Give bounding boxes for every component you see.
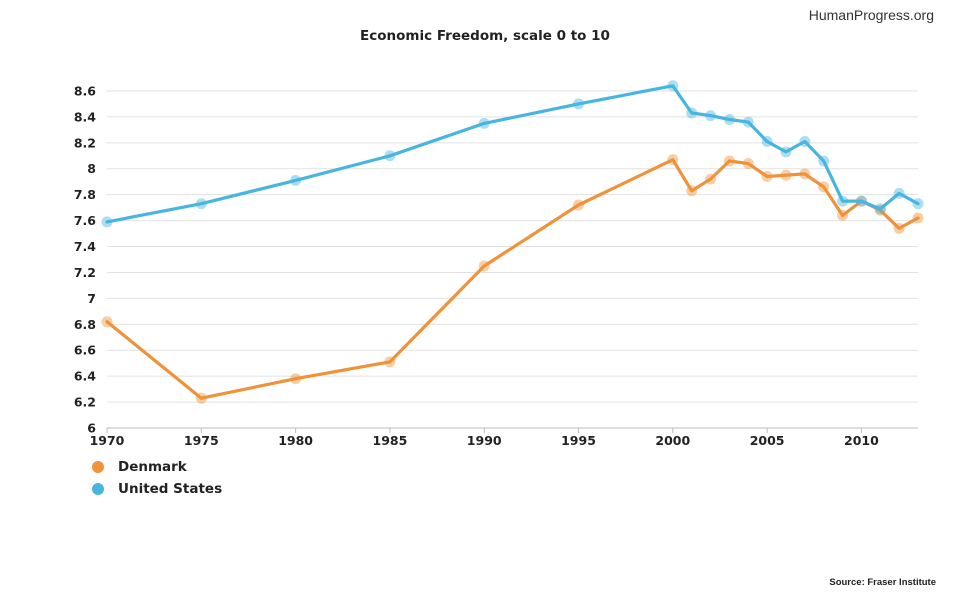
y-tick-label: 6.2 [74, 395, 96, 410]
data-point-united-states[interactable] [742, 116, 754, 128]
data-point-denmark[interactable] [686, 185, 698, 197]
x-tick-label: 1970 [90, 433, 125, 448]
data-point-denmark[interactable] [818, 181, 830, 193]
x-tick-label: 1990 [467, 433, 502, 448]
y-tick-label: 7.4 [74, 239, 96, 254]
data-point-denmark[interactable] [780, 169, 792, 181]
data-point-united-states[interactable] [780, 146, 792, 158]
chart-title: Economic Freedom, scale 0 to 10 [360, 28, 610, 44]
data-point-denmark[interactable] [384, 356, 396, 368]
data-point-united-states[interactable] [912, 198, 924, 210]
data-point-united-states[interactable] [874, 203, 886, 215]
y-tick-label: 8.2 [74, 135, 96, 150]
data-point-united-states[interactable] [667, 80, 679, 92]
legend-swatch-denmark [92, 461, 104, 473]
data-point-denmark[interactable] [912, 212, 924, 224]
source-note: Source: Fraser Institute [829, 577, 936, 588]
legend-label-denmark: Denmark [118, 459, 187, 475]
axes: 6 6.2 6.4 6.6 6.8 7 7.2 7.4 7.6 7.8 8 8.2 8.4 8.6 1970… [74, 83, 918, 448]
data-point-united-states[interactable] [761, 136, 773, 148]
data-point-united-states[interactable] [101, 216, 113, 228]
data-point-denmark[interactable] [101, 316, 113, 328]
y-tick-label: 7.2 [74, 265, 96, 280]
y-tick-label: 6.4 [74, 369, 96, 384]
x-tick-label: 2000 [655, 433, 690, 448]
data-point-denmark[interactable] [667, 154, 679, 166]
x-tick-label: 1975 [184, 433, 219, 448]
data-point-united-states[interactable] [893, 187, 905, 199]
data-point-denmark[interactable] [478, 260, 490, 272]
data-point-denmark[interactable] [761, 171, 773, 183]
data-point-united-states[interactable] [855, 195, 867, 207]
series-layer [101, 80, 924, 404]
grid-lines [107, 90, 918, 403]
legend-label-united-states: United States [118, 481, 223, 497]
data-point-denmark[interactable] [573, 199, 585, 211]
data-point-denmark[interactable] [837, 209, 849, 221]
y-tick-label: 7.8 [74, 187, 96, 202]
data-point-united-states[interactable] [799, 136, 811, 148]
y-tick-label: 6.8 [74, 317, 96, 332]
data-point-denmark[interactable] [742, 158, 754, 170]
data-point-united-states[interactable] [573, 98, 585, 110]
data-point-denmark[interactable] [195, 392, 207, 404]
legend-item-united-states[interactable]: United States [92, 478, 222, 500]
x-tick-label: 2005 [750, 433, 785, 448]
brand-label: HumanProgress.org [808, 7, 934, 23]
data-point-denmark[interactable] [705, 173, 717, 185]
data-point-united-states[interactable] [818, 155, 830, 167]
y-tick-label: 7 [87, 291, 96, 306]
data-point-denmark[interactable] [723, 155, 735, 167]
data-point-united-states[interactable] [478, 117, 490, 129]
x-tick-label: 1985 [373, 433, 408, 448]
legend-swatch-united-states [92, 483, 104, 495]
data-point-united-states[interactable] [686, 107, 698, 119]
data-point-denmark[interactable] [290, 373, 302, 385]
data-point-united-states[interactable] [837, 195, 849, 207]
data-point-united-states[interactable] [290, 174, 302, 186]
legend-item-denmark[interactable]: Denmark [92, 456, 222, 478]
x-tick-label: 1995 [561, 433, 596, 448]
y-tick-label: 6 [87, 421, 96, 436]
data-point-united-states[interactable] [195, 198, 207, 210]
series-line-denmark [105, 158, 920, 400]
data-point-united-states[interactable] [705, 110, 717, 122]
data-point-united-states[interactable] [723, 113, 735, 125]
series-line-united-states [105, 84, 920, 224]
y-tick-label: 7.6 [74, 213, 96, 228]
y-tick-label: 8.4 [74, 109, 96, 124]
legend: Denmark United States [92, 456, 222, 500]
y-tick-label: 8.6 [74, 83, 96, 98]
y-tick-label: 6.6 [74, 343, 96, 358]
y-tick-label: 8 [87, 161, 96, 176]
data-point-denmark[interactable] [799, 168, 811, 180]
x-tick-label: 1980 [278, 433, 313, 448]
data-point-denmark[interactable] [893, 222, 905, 234]
x-tick-label: 2010 [844, 433, 879, 448]
data-point-united-states[interactable] [384, 150, 396, 162]
